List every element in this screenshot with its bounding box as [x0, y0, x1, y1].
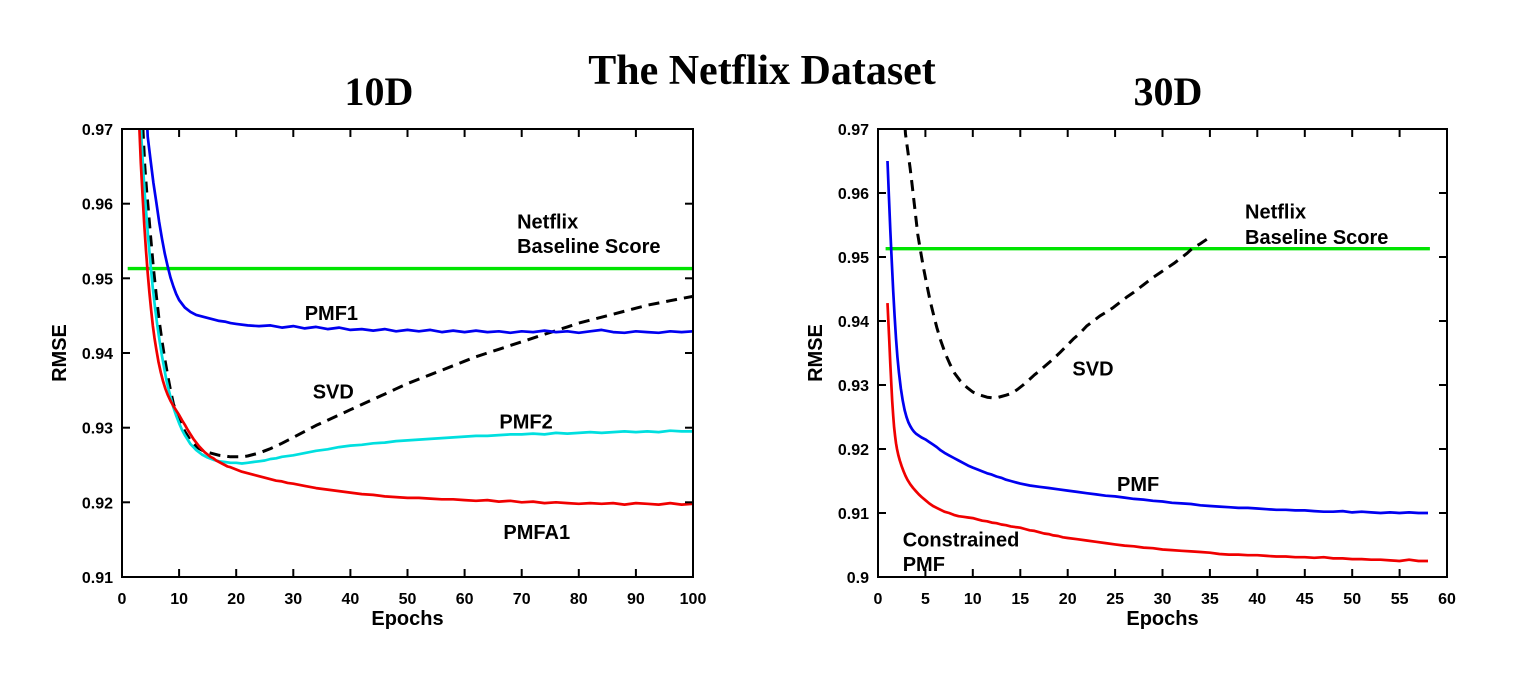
- panel-title-10d: 10D: [344, 69, 414, 114]
- x-tick-label: 55: [1391, 591, 1409, 608]
- x-tick-label: 20: [227, 591, 245, 608]
- axes-box: [121, 128, 694, 578]
- annotation-baseline-score: Baseline Score: [517, 236, 660, 258]
- annotation-svd: SVD: [1072, 358, 1113, 380]
- x-tick-label: 40: [1248, 591, 1266, 608]
- x-tick-label: 90: [627, 591, 645, 608]
- y-tick-label: 0.91: [838, 506, 869, 523]
- y-tick-label: 0.94: [82, 346, 113, 363]
- x-tick-label: 60: [1438, 591, 1456, 608]
- annotation-pmf: PMF: [903, 554, 945, 576]
- x-tick-label: 50: [399, 591, 417, 608]
- y-tick-label: 0.95: [82, 271, 113, 288]
- figure-title: The Netflix Dataset: [588, 48, 936, 94]
- series-pmf1-line: [146, 129, 693, 335]
- x-tick-label: 15: [1011, 591, 1029, 608]
- series-group: [127, 129, 693, 506]
- series-svd-line: [141, 129, 693, 459]
- y-tick-label: 0.93: [838, 378, 869, 395]
- x-tick-label: 10: [964, 591, 982, 608]
- x-tick-label: 45: [1296, 591, 1314, 608]
- series-constrained-pmf-line: [886, 303, 1428, 563]
- x-tick-label: 0: [874, 591, 883, 608]
- x-tick-label: 20: [1059, 591, 1077, 608]
- x-tick-label: 30: [284, 591, 302, 608]
- annotation-pmfa1: PMFA1: [503, 522, 570, 544]
- x-tick-label: 100: [680, 591, 707, 608]
- annotation-constrained: Constrained: [903, 529, 1020, 551]
- x-axis-label: Epochs: [1126, 608, 1198, 630]
- series-pmf2-line: [139, 129, 693, 465]
- annotation-netflix: Netflix: [517, 211, 578, 233]
- y-tick-label: 0.91: [82, 570, 113, 587]
- y-tick-label: 0.97: [82, 122, 113, 139]
- y-tick-label: 0.92: [82, 495, 113, 512]
- panel-title-30d: 30D: [1133, 69, 1203, 114]
- panel-10d: 0 10 20 30 40 50 60 70 80 90 100 0.97 0.96 0.95 0.94 0.…: [49, 122, 707, 630]
- x-tick-label: 10: [170, 591, 188, 608]
- x-tick-label: 0: [118, 591, 127, 608]
- y-tick-label: 0.92: [838, 442, 869, 459]
- x-tick-label: 80: [570, 591, 588, 608]
- y-tick-label: 0.96: [838, 186, 869, 203]
- y-axis-label: RMSE: [49, 324, 71, 382]
- series-svd-line: [903, 129, 1208, 400]
- annotation-pmf2: PMF2: [499, 411, 552, 433]
- annotation-baseline-score: Baseline Score: [1245, 227, 1388, 249]
- y-tick-label: 0.9: [847, 570, 869, 587]
- annotation-netflix: Netflix: [1245, 202, 1306, 224]
- x-tick-label: 70: [513, 591, 531, 608]
- x-tick-label: 25: [1106, 591, 1124, 608]
- axes-box: [877, 128, 1448, 578]
- y-tick-label: 0.94: [838, 314, 869, 331]
- x-tick-label: 35: [1201, 591, 1219, 608]
- y-tick-label: 0.97: [838, 122, 869, 139]
- y-tick-label: 0.96: [82, 197, 113, 214]
- y-axis-label: RMSE: [805, 324, 827, 382]
- panel-30d: 0 5 10 15 20 25 30 35 40 45 50 55 60 0.97 0.96 0.95 0.94…: [805, 122, 1456, 630]
- x-tick-label: 40: [342, 591, 360, 608]
- x-tick-label: 5: [921, 591, 930, 608]
- y-tick-label: 0.95: [838, 250, 869, 267]
- series-pmf-line: [886, 160, 1428, 515]
- x-tick-label: 50: [1343, 591, 1361, 608]
- x-axis-label: Epochs: [371, 608, 443, 630]
- series-pmfa1-line: [138, 129, 693, 506]
- annotation-pmf: PMF: [1117, 474, 1159, 496]
- annotation-svd: SVD: [313, 382, 354, 404]
- series-group: [885, 129, 1430, 563]
- x-tick-label: 30: [1154, 591, 1172, 608]
- y-tick-label: 0.93: [82, 421, 113, 438]
- annotation-pmf1: PMF1: [305, 303, 358, 325]
- x-tick-label: 60: [456, 591, 474, 608]
